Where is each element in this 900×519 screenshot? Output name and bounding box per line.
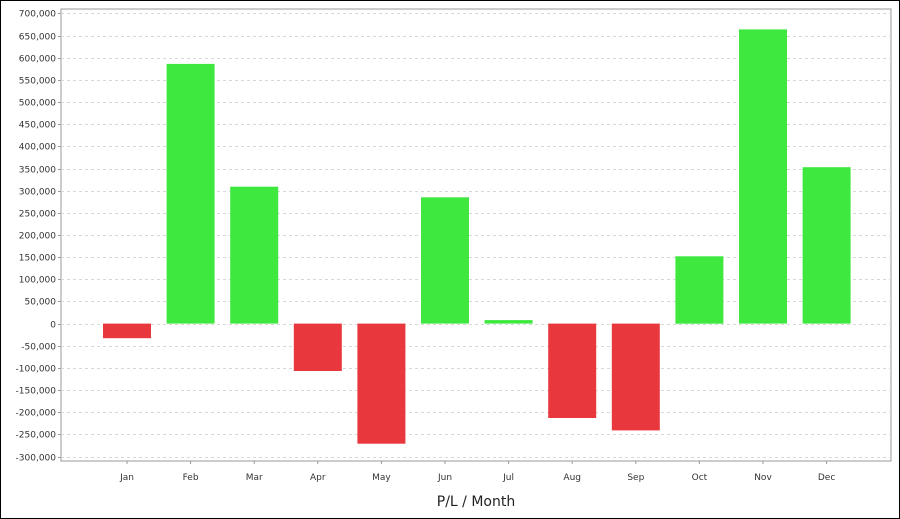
y-tick-label: 600,000 <box>19 55 56 65</box>
bar-jul <box>484 320 533 324</box>
y-tick-label: 300,000 <box>19 188 56 198</box>
bar-nov <box>739 29 787 324</box>
y-tick-label: -300,000 <box>16 454 57 464</box>
bar-feb <box>166 63 215 324</box>
bar-oct <box>675 256 724 324</box>
x-tick-label: Feb <box>183 473 199 483</box>
bars <box>103 29 851 444</box>
bar-aug <box>548 323 597 418</box>
bar-sep <box>611 323 660 431</box>
y-tick-label: 550,000 <box>19 77 56 87</box>
y-tick-label: 100,000 <box>19 276 56 286</box>
y-tick-label: -250,000 <box>16 431 57 441</box>
y-tick-label: 650,000 <box>19 33 56 43</box>
y-tick-label: -150,000 <box>16 387 57 397</box>
y-axis: 700,000 650,000 600,000 550,000 500,000 450,0… <box>16 10 61 464</box>
y-tick-label: -100,000 <box>16 365 57 375</box>
y-tick-label: 350,000 <box>19 166 56 176</box>
x-tick-label: Dec <box>818 473 835 483</box>
y-tick-label: 0 <box>50 321 56 331</box>
x-tick-label: Mar <box>246 473 263 483</box>
y-tick-label: -50,000 <box>21 343 56 353</box>
x-tick-label: Oct <box>692 473 708 483</box>
x-axis-label: P/L / Month <box>437 494 515 510</box>
y-tick-label: 50,000 <box>25 298 57 308</box>
y-tick-label: 400,000 <box>19 143 56 153</box>
x-tick-label: Jul <box>502 473 514 483</box>
x-tick-label: Jun <box>437 473 452 483</box>
y-tick-label: 200,000 <box>19 232 56 242</box>
y-tick-label: 250,000 <box>19 210 56 220</box>
bar-dec <box>802 167 851 324</box>
x-tick-label: Aug <box>563 473 581 483</box>
bar-jun <box>421 197 469 324</box>
bar-jan <box>103 323 151 339</box>
x-tick-label: Apr <box>310 473 326 483</box>
x-tick-label: Sep <box>627 473 644 483</box>
y-tick-label: 700,000 <box>19 10 56 20</box>
bar-apr <box>293 323 342 371</box>
x-tick-label: May <box>372 473 391 483</box>
y-tick-label: 450,000 <box>19 121 56 131</box>
y-tick-label: 150,000 <box>19 254 56 264</box>
bar-mar <box>230 186 279 324</box>
y-tick-label: 500,000 <box>19 99 56 109</box>
x-tick-label: Nov <box>754 473 772 483</box>
x-tick-label: Jan <box>119 473 134 483</box>
bar-may <box>357 323 406 444</box>
x-axis: Jan Feb Mar Apr May Jun Jul Aug Sep Oct Nov Dec <box>119 461 835 483</box>
y-tick-label: -200,000 <box>16 409 57 419</box>
